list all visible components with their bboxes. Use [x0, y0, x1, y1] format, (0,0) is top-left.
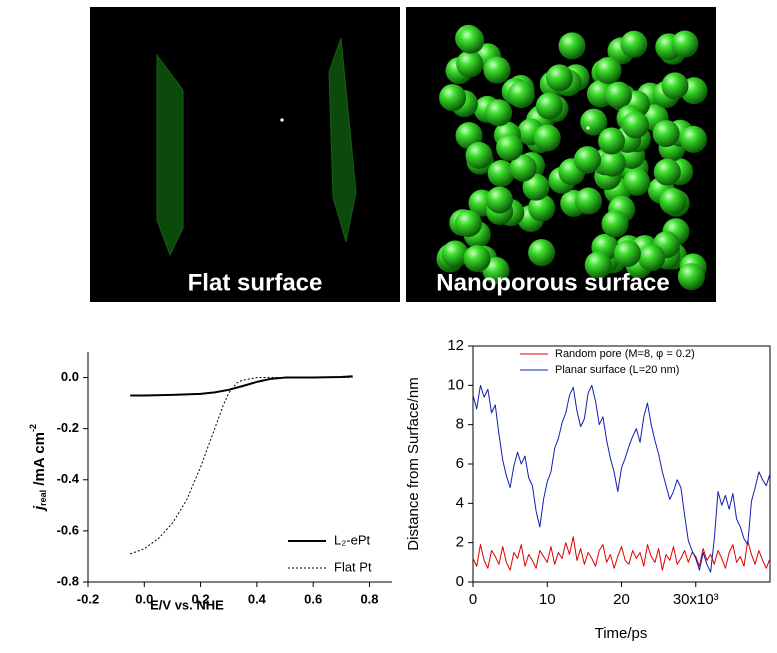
- sphere: [558, 32, 586, 60]
- y-tick-label: -0.6: [57, 522, 79, 537]
- x-tick-label: 30x10³: [673, 591, 719, 608]
- y-tick-label: -0.8: [57, 573, 79, 588]
- x-tick-label: 0.4: [248, 591, 267, 606]
- sphere: [584, 251, 612, 279]
- sphere: [465, 141, 493, 169]
- x-tick-label: 10: [539, 591, 556, 608]
- sphere: [638, 244, 666, 272]
- y-tick-label: 0.0: [61, 369, 79, 384]
- sphere: [454, 209, 482, 237]
- current-density-chart: E/V vs. NHE jreal /mA cm-2 -0.2 0.0 0.2 0.4…: [28, 352, 392, 612]
- sphere: [483, 56, 511, 84]
- y-tick-label: 2: [456, 534, 464, 551]
- sphere: [677, 263, 705, 291]
- x-axis-label: Time/ps: [595, 625, 648, 642]
- sphere: [545, 64, 573, 92]
- sphere: [441, 240, 469, 268]
- y-tick-label: -0.2: [57, 420, 79, 435]
- distance-chart: Time/ps Distance from Surface/nm 0 10 20 30…: [405, 337, 771, 642]
- panel-caption: Nanoporous surface: [436, 269, 669, 296]
- y-axis-label: Distance from Surface/nm: [405, 377, 422, 550]
- y-label-superscript: -2: [28, 424, 38, 432]
- sphere: [680, 125, 708, 153]
- legend-label: Flat Pt: [334, 559, 372, 574]
- sphere: [535, 92, 563, 120]
- x-tick-label: 0.0: [135, 591, 153, 606]
- sphere: [598, 149, 626, 177]
- x-axis-label: E/V vs. NHE: [150, 597, 224, 612]
- sphere: [507, 81, 535, 109]
- sphere-cluster: [436, 24, 708, 291]
- x-tick-label: 0.6: [304, 591, 322, 606]
- legend-label: Random pore (M=8, φ = 0.2): [555, 348, 695, 360]
- nanoporous-surface-panel: Nanoporous surface: [406, 7, 716, 302]
- sphere: [574, 187, 602, 215]
- sphere: [528, 239, 556, 267]
- surface-plane: [156, 53, 184, 257]
- y-tick-label: 6: [456, 455, 464, 472]
- sphere: [439, 84, 467, 112]
- y-tick-label: 8: [456, 416, 464, 433]
- series-line: [472, 536, 771, 571]
- sphere: [509, 154, 537, 182]
- y-tick-label: 0: [456, 573, 464, 590]
- sphere: [456, 50, 484, 78]
- legend-label: Planar surface (L=20 nm): [555, 364, 679, 376]
- x-tick-label: 0.2: [192, 591, 210, 606]
- panel-caption: Flat surface: [188, 269, 323, 296]
- particle: [586, 126, 590, 130]
- x-tick-label: 0.8: [360, 591, 378, 606]
- sphere: [522, 173, 550, 201]
- sphere: [457, 26, 485, 54]
- sphere: [622, 111, 650, 139]
- series-line: [472, 384, 771, 573]
- sphere: [463, 245, 491, 273]
- y-label-symbol: j: [31, 505, 48, 512]
- sphere: [574, 146, 602, 174]
- series-line: [130, 377, 353, 555]
- sphere: [528, 194, 556, 222]
- panel-background: [90, 7, 400, 302]
- sphere: [487, 159, 515, 187]
- x-tick-label: 0: [469, 591, 477, 608]
- sphere: [604, 81, 632, 109]
- flat-surface-panel: Flat surface: [90, 7, 400, 302]
- sphere: [623, 168, 651, 196]
- y-label-unit: /mA cm: [31, 432, 48, 490]
- legend-label: L₂-ePt: [334, 532, 371, 547]
- y-tick-label: 12: [447, 337, 464, 354]
- sphere: [620, 30, 648, 58]
- sphere: [533, 124, 561, 152]
- particle: [280, 118, 284, 122]
- x-tick-label: 20: [613, 591, 630, 608]
- sphere: [659, 187, 687, 215]
- y-tick-label: 4: [456, 494, 464, 511]
- sphere: [653, 158, 681, 186]
- sphere: [601, 210, 629, 238]
- sphere: [598, 127, 626, 155]
- y-tick-label: -0.4: [57, 471, 80, 486]
- y-tick-label: 10: [447, 376, 464, 393]
- series-line: [130, 375, 353, 397]
- y-axis-label: jreal /mA cm-2: [28, 424, 48, 512]
- sphere: [486, 186, 514, 214]
- x-tick-label: -0.2: [77, 591, 99, 606]
- sphere: [652, 120, 680, 148]
- sphere: [613, 240, 641, 268]
- sphere: [661, 72, 689, 100]
- y-label-subscript: real: [38, 490, 48, 506]
- surface-plane: [328, 37, 357, 243]
- sphere: [671, 30, 699, 58]
- sphere: [485, 99, 513, 127]
- sphere: [594, 56, 622, 84]
- sphere: [496, 134, 524, 162]
